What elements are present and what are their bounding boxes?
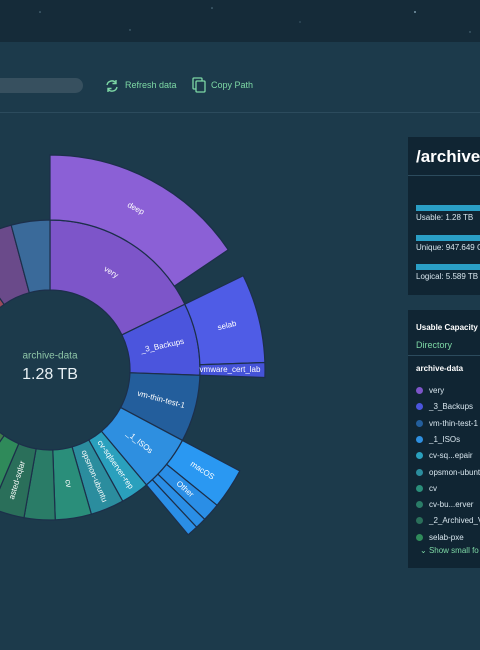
legend-dot — [416, 533, 423, 541]
sunburst-segment — [145, 478, 198, 536]
legend-label: vm-thin-test-1 — [429, 418, 478, 428]
sunburst-segment — [199, 361, 266, 379]
legend-dot — [416, 435, 423, 443]
legend-label: cv-bu...erver — [429, 500, 474, 510]
header-band — [0, 0, 480, 42]
legend-item[interactable]: _1_ISOs — [416, 435, 460, 444]
unique-text: Unique: 947.649 GB — [416, 243, 480, 252]
search-input[interactable] — [0, 78, 83, 93]
divider — [0, 112, 480, 113]
legend-item[interactable]: very — [416, 386, 444, 395]
usage-bar — [416, 205, 480, 211]
stars — [39, 7, 471, 33]
directory-tab[interactable]: Directory — [416, 340, 453, 350]
sunburst-segment — [10, 219, 51, 294]
legend-item[interactable]: _2_Archived_V — [416, 516, 480, 525]
usage-bar — [416, 264, 480, 270]
show-small-toggle[interactable]: ⌄ Show small fo — [420, 546, 479, 555]
card-divider — [408, 355, 480, 356]
usage-bar — [416, 235, 480, 241]
segment-label: cv — [63, 479, 73, 488]
center-value: 1.28 TB — [22, 366, 78, 383]
legend-dot — [416, 387, 423, 394]
legend-dot — [416, 468, 423, 476]
legend-item[interactable]: selab-pxe — [416, 533, 464, 542]
legend-label: cv-sq...epair — [429, 451, 473, 461]
details-card: /archive- Usable: 1.28 TB Unique: 947.64… — [408, 137, 480, 295]
legend-dot — [416, 419, 423, 427]
legend-title: Usable Capacity — [416, 323, 478, 332]
refresh-icon[interactable] — [104, 78, 120, 94]
legend-label: selab-pxe — [429, 532, 464, 542]
legend-dot — [416, 484, 423, 492]
sunburst-segment — [49, 154, 230, 287]
legend-dot — [416, 403, 423, 411]
legend-dot — [416, 501, 423, 509]
legend-card: Usable Capacity Directory archive-data ⌄… — [408, 310, 480, 568]
legend-label: _3_Backups — [429, 402, 474, 412]
legend-label: _1_ISOs — [429, 434, 461, 444]
center-label: archive-data — [22, 351, 77, 362]
legend-item[interactable]: vm-thin-test-1 — [416, 419, 478, 428]
copy-icon[interactable] — [191, 77, 207, 94]
logical-text: Logical: 5.589 TB — [416, 272, 479, 281]
legend-label: opsmon-ubuntu — [429, 467, 480, 477]
sunburst: very_3_Backupsvm-thin-test-1_1_ISOscv-sq… — [0, 154, 266, 536]
legend-item[interactable]: cv-bu...erver — [416, 500, 473, 509]
legend-label: very — [429, 386, 445, 395]
legend-item[interactable]: cv-sq...epair — [416, 451, 473, 460]
legend-dot — [416, 452, 423, 460]
sunburst-segment — [0, 431, 5, 443]
segment-label: vmware_cert_lab — [200, 365, 261, 374]
show-small-text: Show small fo — [428, 546, 479, 555]
usable-text: Usable: 1.28 TB — [416, 213, 474, 222]
legend-item[interactable]: cv — [416, 484, 437, 493]
legend-label: _2_Archived_V — [429, 516, 480, 526]
details-title: /archive- — [416, 147, 480, 166]
card-divider — [408, 175, 480, 176]
legend-item[interactable]: _3_Backups — [416, 402, 473, 411]
refresh-button[interactable]: Refresh data — [125, 80, 177, 90]
legend-label: cv — [429, 483, 437, 493]
legend-dot — [416, 517, 423, 525]
legend-root: archive-data — [416, 364, 464, 373]
copy-path-button[interactable]: Copy Path — [211, 80, 254, 90]
legend-item[interactable]: opsmon-ubuntu — [416, 468, 480, 477]
